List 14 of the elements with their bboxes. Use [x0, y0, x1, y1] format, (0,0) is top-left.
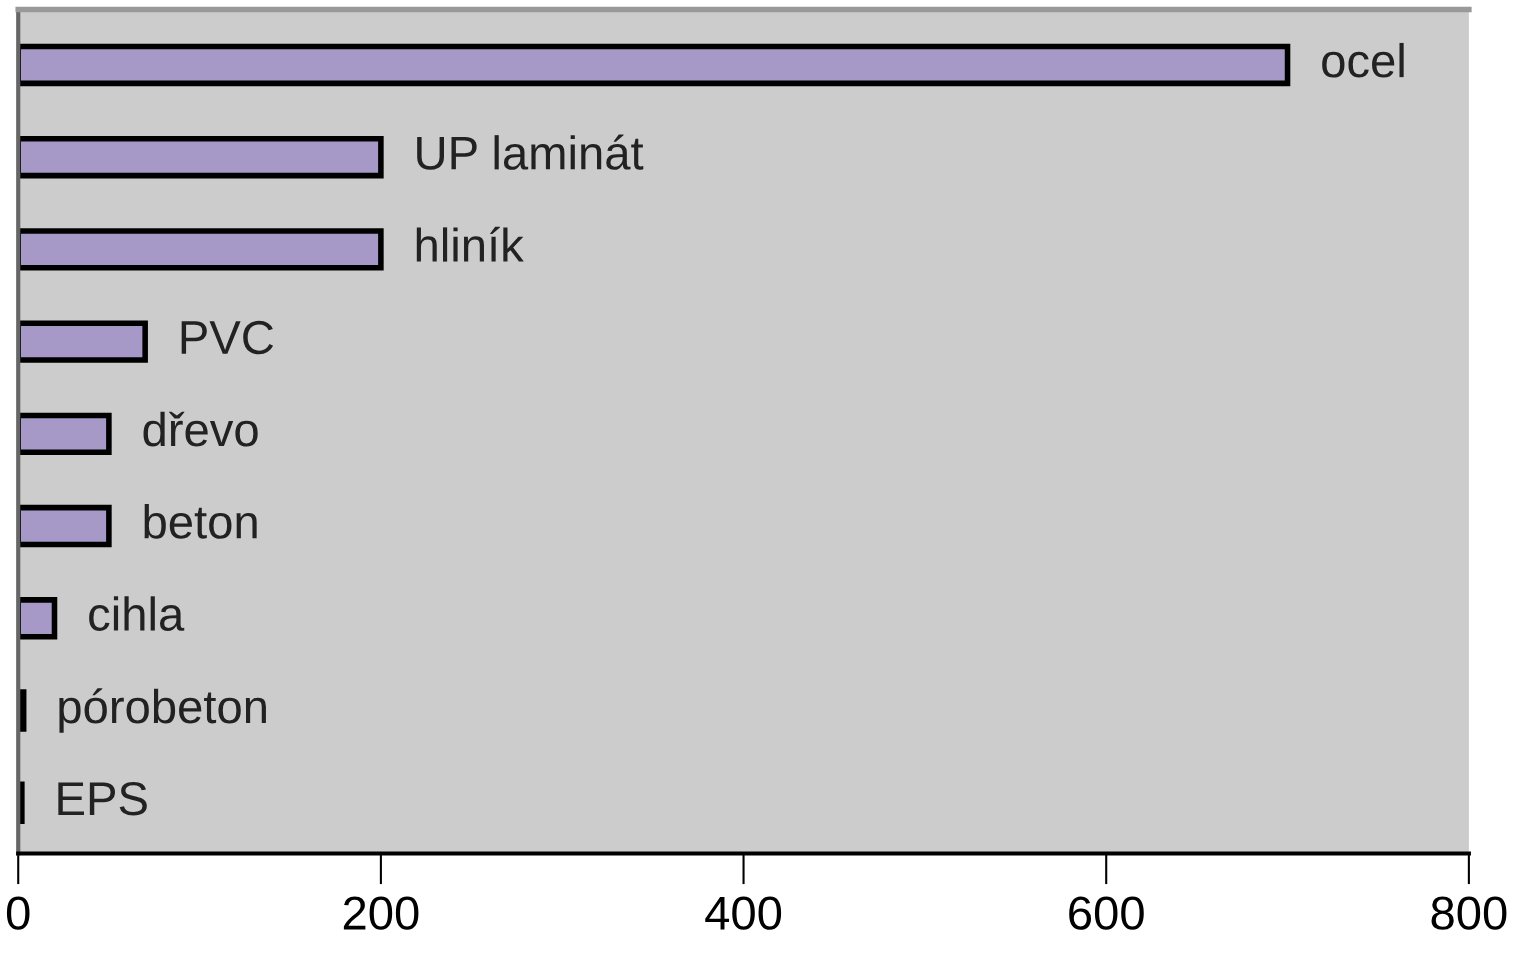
x-tick-label: 200: [343, 896, 419, 930]
y-tick-label: hliník: [416, 226, 524, 262]
x-tick-label: 600: [1069, 896, 1144, 930]
x-tick-label: 400: [705, 896, 782, 930]
x-tick-label: 800: [1431, 896, 1507, 930]
y-tick-label: PVC: [181, 320, 274, 355]
y-tick-label: beton: [144, 504, 257, 539]
y-tick-label: dřevo: [143, 411, 258, 447]
x-tick-label: 0: [6, 896, 30, 930]
y-tick-label: cihla: [89, 596, 185, 631]
y-tick-label: EPS: [58, 782, 147, 816]
y-tick-label: ocel: [1322, 42, 1404, 78]
y-tick-label: pórobeton: [59, 688, 266, 733]
y-tick-label: UP laminát: [417, 134, 644, 170]
